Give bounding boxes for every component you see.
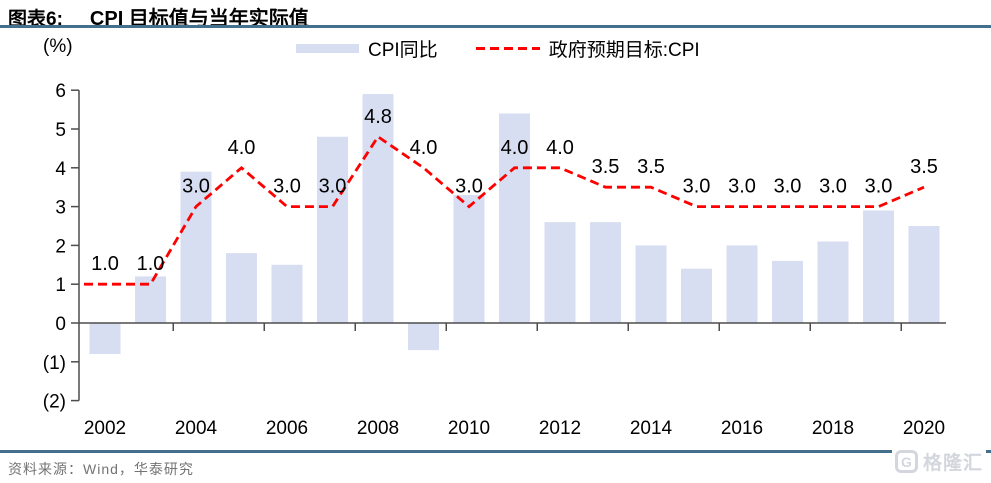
header-divider bbox=[0, 25, 991, 28]
x-tick-label: 2012 bbox=[539, 418, 581, 439]
target-value-label: 3.0 bbox=[182, 176, 210, 198]
y-tick-label: 0 bbox=[55, 314, 66, 335]
target-value-label: 1.0 bbox=[91, 253, 119, 275]
target-value-label: 4.0 bbox=[228, 137, 256, 159]
cpi-bar-2018 bbox=[817, 241, 849, 323]
y-tick-label: 1 bbox=[55, 275, 66, 296]
cpi-bar-2015 bbox=[681, 268, 712, 323]
y-tick-label: 6 bbox=[55, 81, 66, 102]
gelonghui-logo-icon: G bbox=[894, 450, 918, 473]
x-tick-label: 2002 bbox=[84, 418, 126, 439]
legend-dashed-line-swatch-icon bbox=[475, 46, 540, 50]
cpi-bar-2016 bbox=[726, 245, 758, 323]
y-axis-unit-label: (%) bbox=[43, 36, 73, 57]
y-tick-label: (2) bbox=[43, 392, 66, 413]
legend-bar-swatch-icon bbox=[296, 43, 359, 53]
target-value-label: 3.0 bbox=[865, 176, 893, 198]
target-value-label: 3.0 bbox=[273, 176, 301, 198]
cpi-bar-2017 bbox=[772, 260, 803, 323]
cpi-bar-2005 bbox=[226, 253, 257, 323]
x-tick-label: 2014 bbox=[630, 418, 673, 439]
figure-title: CPI 目标值与当年实际值 bbox=[89, 8, 309, 30]
target-value-label: 3.0 bbox=[319, 176, 347, 198]
gelonghui-watermark: G 格隆汇 bbox=[891, 446, 986, 477]
target-value-label: 4.0 bbox=[501, 137, 529, 159]
target-value-label: 3.0 bbox=[774, 176, 802, 198]
target-value-label: 3.5 bbox=[637, 156, 665, 178]
cpi-bar-2010 bbox=[453, 194, 485, 323]
target-value-label: 4.0 bbox=[546, 137, 574, 159]
gelonghui-watermark-text: 格隆汇 bbox=[922, 453, 983, 474]
y-tick-label: 3 bbox=[55, 198, 66, 219]
legend-bar-label: CPI同比 bbox=[368, 39, 438, 61]
cpi-bar-2020 bbox=[908, 226, 940, 323]
x-tick-label: 2006 bbox=[266, 418, 308, 439]
figure-header: 图表6: CPI 目标值与当年实际值 bbox=[8, 2, 309, 31]
cpi-bar-2013 bbox=[590, 222, 621, 323]
source-note: 资料来源：Wind，华泰研究 bbox=[8, 461, 194, 477]
y-tick-label: 2 bbox=[55, 236, 66, 257]
target-value-label: 3.0 bbox=[683, 176, 711, 198]
cpi-bar-2002 bbox=[89, 323, 121, 355]
y-tick-label: 5 bbox=[55, 120, 66, 141]
x-tick-label: 2004 bbox=[175, 418, 218, 439]
cpi-bar-2009 bbox=[408, 323, 439, 351]
cpi-bar-2019 bbox=[863, 210, 894, 323]
y-tick-label: 4 bbox=[55, 159, 66, 180]
x-tick-label: 2020 bbox=[903, 418, 945, 439]
chart-legend: CPI同比 政府预期目标:CPI bbox=[296, 38, 700, 61]
cpi-bar-2003 bbox=[135, 276, 166, 323]
figure-number-label: 图表6: bbox=[8, 9, 63, 30]
target-value-label: 3.0 bbox=[819, 176, 847, 198]
x-tick-label: 2018 bbox=[812, 418, 854, 439]
y-tick-label: (1) bbox=[43, 353, 66, 374]
target-value-label: 4.0 bbox=[410, 137, 438, 159]
cpi-bar-2011 bbox=[499, 113, 530, 323]
x-tick-label: 2008 bbox=[357, 418, 399, 439]
cpi-bar-2012 bbox=[544, 222, 576, 323]
target-value-label: 4.8 bbox=[364, 106, 392, 128]
cpi-bar-2007 bbox=[317, 136, 348, 323]
cpi-bar-2014 bbox=[635, 245, 667, 323]
x-tick-label: 2010 bbox=[448, 418, 490, 439]
cpi-bar-2006 bbox=[271, 264, 303, 323]
target-value-label: 3.5 bbox=[910, 156, 938, 178]
target-value-label: 3.5 bbox=[592, 156, 620, 178]
x-tick-label: 2016 bbox=[721, 418, 763, 439]
footer-divider bbox=[0, 450, 991, 453]
target-value-label: 3.0 bbox=[728, 176, 756, 198]
target-value-label: 1.0 bbox=[137, 253, 165, 275]
target-dashed-line bbox=[84, 134, 925, 286]
legend-line-label: 政府预期目标:CPI bbox=[548, 39, 700, 61]
cpi-bar-2008 bbox=[362, 94, 394, 323]
target-value-label: 3.0 bbox=[455, 176, 483, 198]
